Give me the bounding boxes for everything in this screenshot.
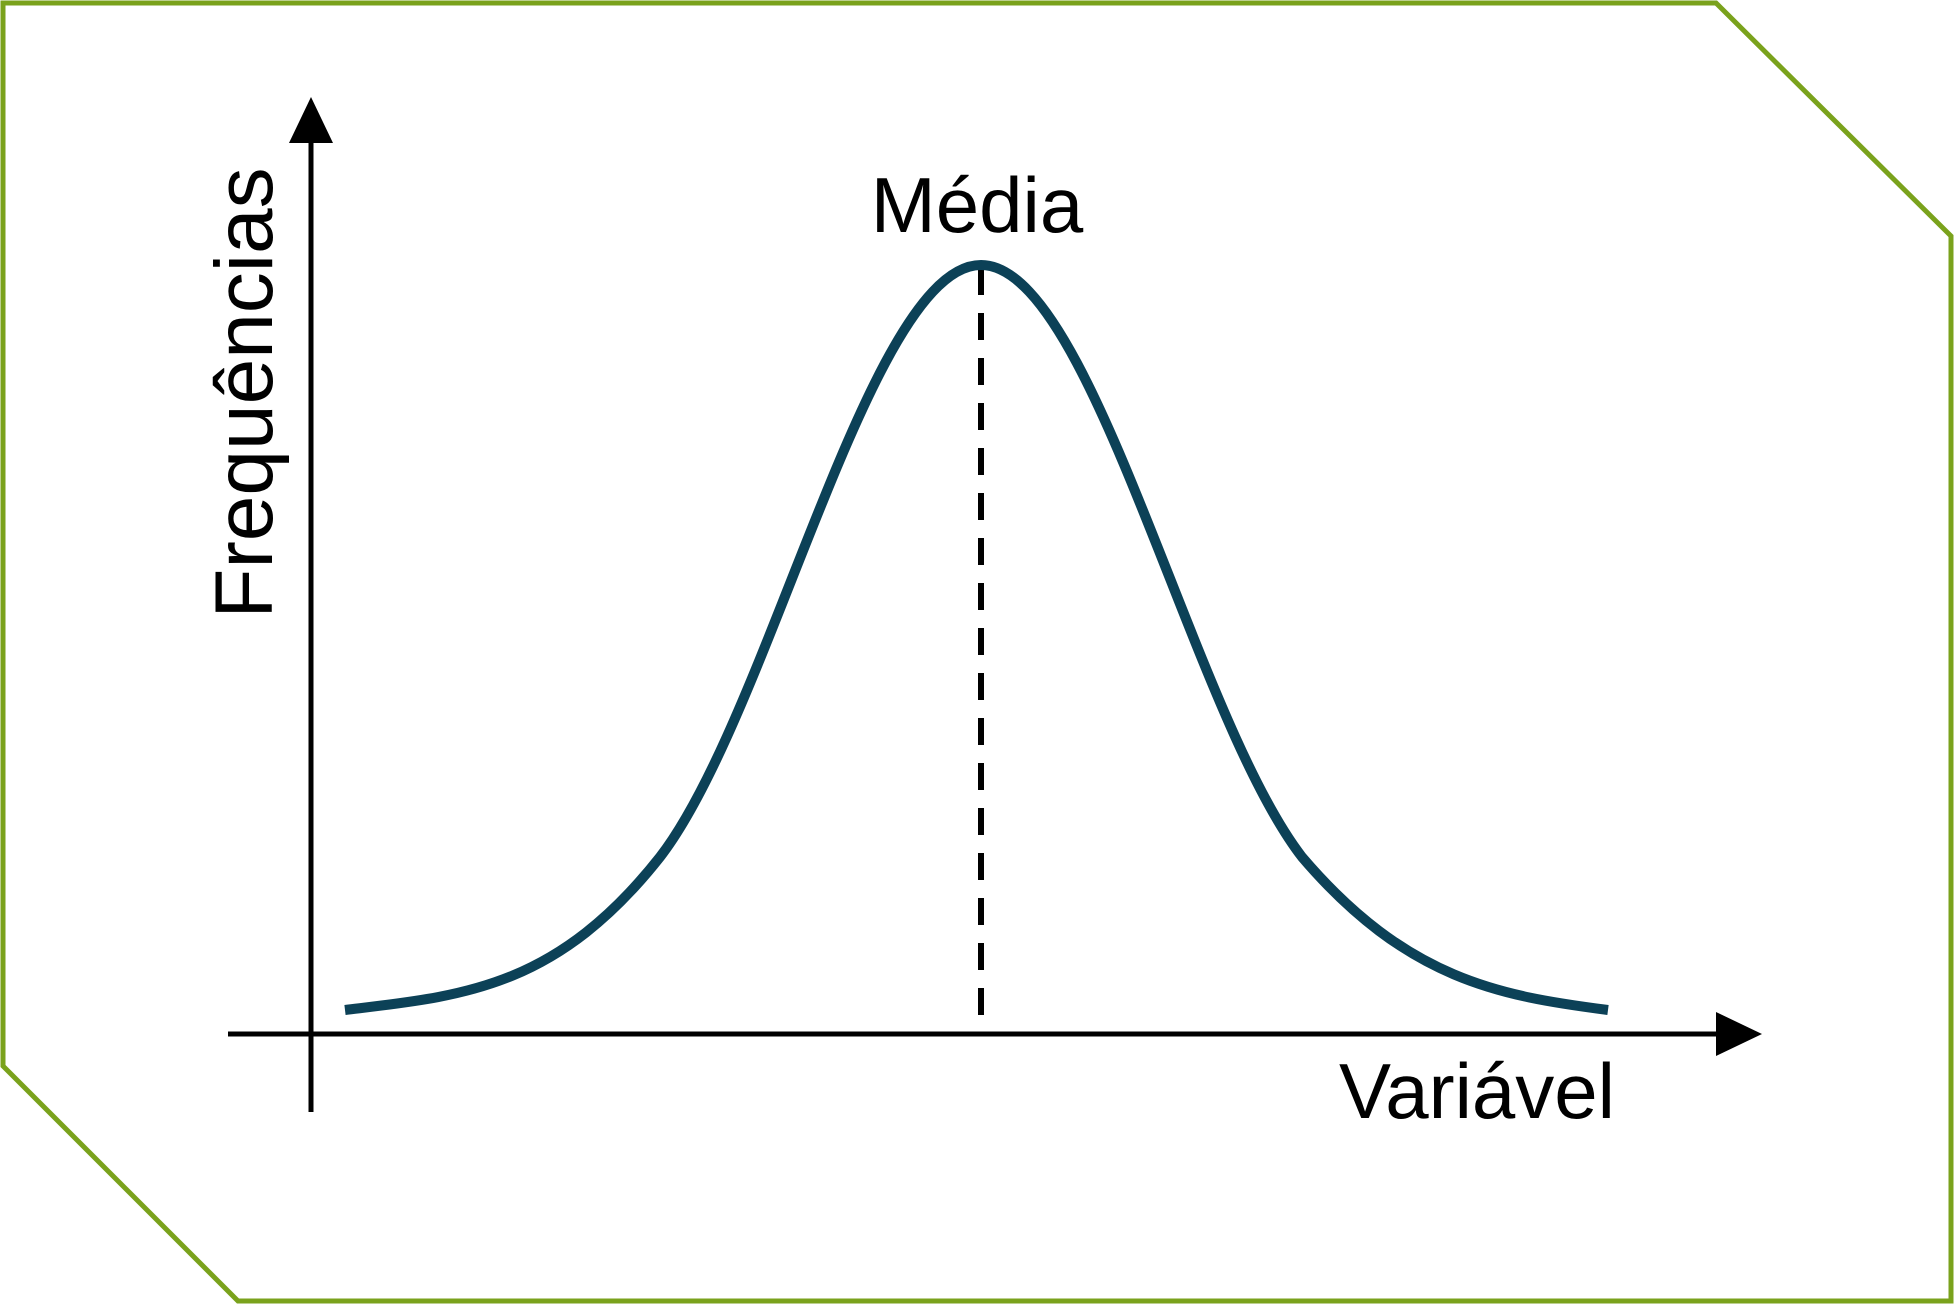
mean-label: Média <box>871 161 1084 249</box>
y-axis-arrowhead <box>289 97 333 143</box>
bell-curve <box>344 260 1609 1015</box>
y-axis-label: Frequências <box>199 167 290 618</box>
x-axis-arrowhead <box>1716 1012 1762 1056</box>
x-axis-label: Variável <box>1339 1047 1615 1135</box>
